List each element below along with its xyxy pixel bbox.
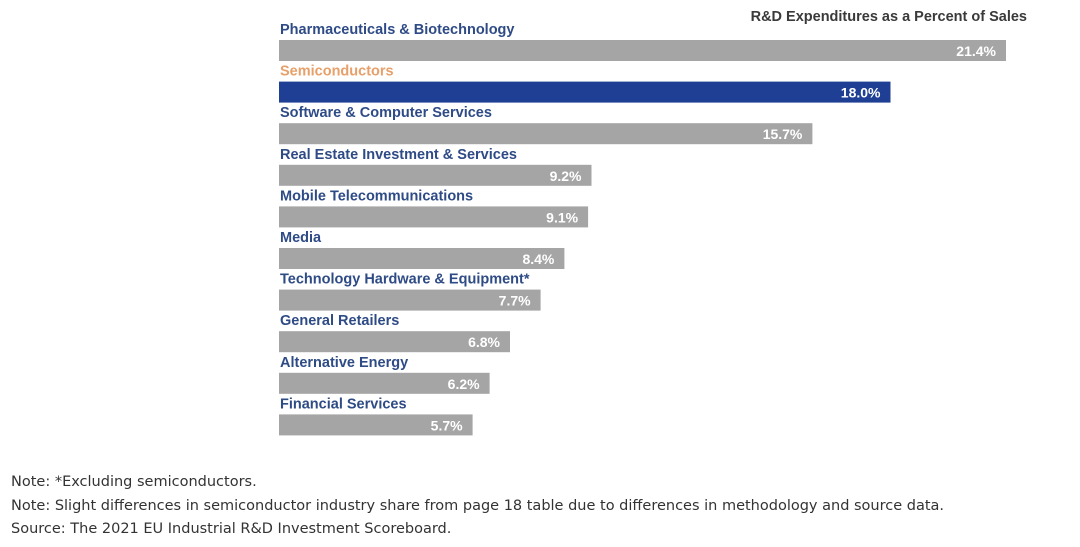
category-label-general-retailers: General Retailers xyxy=(280,313,399,329)
bar-semiconductors xyxy=(279,81,891,103)
bar-chart: R&D Expenditures as a Percent of Sales P… xyxy=(279,9,1027,436)
note-methodology: Note: Slight differences in semiconducto… xyxy=(11,497,945,514)
category-label-semiconductors: Semiconductors xyxy=(280,64,394,80)
bar-financial-services xyxy=(279,414,473,436)
category-label-technology-hardware-equipment: Technology Hardware & Equipment* xyxy=(280,272,530,288)
value-label-financial-services: 5.7% xyxy=(431,417,463,433)
category-label-software-computer-services: Software & Computer Services xyxy=(280,105,492,121)
value-label-real-estate-investment-services: 9.2% xyxy=(550,168,582,184)
value-label-technology-hardware-equipment: 7.7% xyxy=(499,293,531,309)
bar-software-computer-services xyxy=(279,123,813,145)
bar-media xyxy=(279,248,565,269)
bars-group: Pharmaceuticals & Biotechnology 21.4% Semi… xyxy=(279,22,1006,436)
value-label-semiconductors: 18.0% xyxy=(841,85,881,101)
bar-mobile-telecommunications xyxy=(279,206,589,228)
category-label-pharmaceuticals-biotechnology: Pharmaceuticals & Biotechnology xyxy=(280,22,514,38)
bar-alternative-energy xyxy=(279,372,490,394)
value-label-general-retailers: 6.8% xyxy=(468,334,500,350)
bar-real-estate-investment-services xyxy=(279,164,592,186)
value-label-mobile-telecommunications: 9.1% xyxy=(546,209,578,225)
chart-title: R&D Expenditures as a Percent of Sales xyxy=(751,9,1027,25)
category-label-financial-services: Financial Services xyxy=(280,396,407,412)
source-note: Source: The 2021 EU Industrial R&D Inves… xyxy=(11,521,452,537)
category-label-mobile-telecommunications: Mobile Telecommunications xyxy=(280,188,473,204)
notes: Note: *Excluding semiconductors. Note: S… xyxy=(11,472,944,543)
bar-technology-hardware-equipment xyxy=(279,289,541,311)
category-label-alternative-energy: Alternative Energy xyxy=(280,355,408,371)
bar-general-retailers xyxy=(279,331,510,353)
value-label-pharmaceuticals-biotechnology: 21.4% xyxy=(956,43,996,59)
value-label-alternative-energy: 6.2% xyxy=(448,376,480,392)
note-excluding: Note: *Excluding semiconductors. xyxy=(11,474,257,490)
bar-pharmaceuticals-biotechnology xyxy=(279,40,1006,61)
value-label-software-computer-services: 15.7% xyxy=(763,126,803,142)
value-label-media: 8.4% xyxy=(522,251,554,267)
category-label-real-estate-investment-services: Real Estate Investment & Services xyxy=(280,147,517,163)
category-label-media: Media xyxy=(280,230,322,246)
